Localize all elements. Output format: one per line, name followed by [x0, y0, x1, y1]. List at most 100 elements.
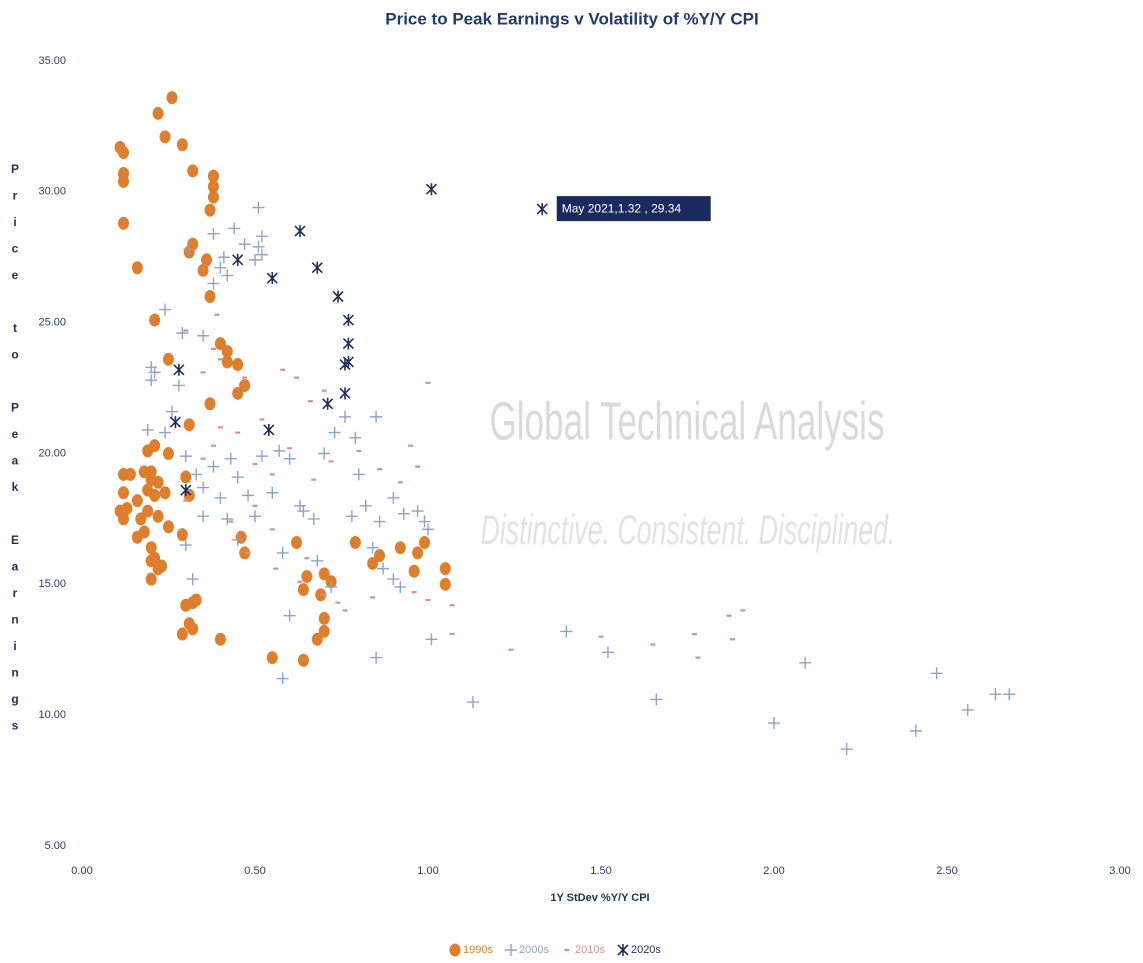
data-point [349, 535, 361, 549]
data-point [425, 633, 438, 646]
data-point [252, 201, 265, 214]
data-point [276, 672, 289, 685]
legend-marker [617, 944, 629, 956]
data-point [118, 146, 130, 160]
data-point [377, 562, 390, 575]
data-point [301, 569, 313, 583]
data-point [197, 510, 210, 523]
data-point [149, 313, 161, 327]
data-point [560, 625, 573, 638]
data-point [214, 337, 226, 351]
x-tick-label: 0.00 [71, 865, 92, 877]
y-axis-label: Price to Peak Earnings [8, 162, 22, 745]
data-point [207, 277, 220, 290]
data-point [328, 426, 341, 439]
data-point [266, 486, 279, 499]
data-point [224, 452, 237, 465]
data-point [650, 693, 663, 706]
data-point [373, 515, 386, 528]
data-point [118, 216, 130, 230]
data-point [214, 632, 226, 646]
data-point [419, 535, 431, 549]
data-point [394, 580, 407, 593]
data-point [148, 366, 161, 379]
data-point [204, 203, 216, 217]
data-point [345, 510, 358, 523]
y-tick-label: 30.00 [38, 186, 66, 198]
data-point [291, 535, 303, 549]
data-point [989, 688, 1002, 701]
data-point [118, 174, 130, 188]
data-point [255, 450, 268, 463]
data-point [159, 426, 172, 439]
data-point [197, 329, 210, 342]
data-point [179, 539, 192, 552]
data-point [352, 468, 365, 481]
data-point [118, 512, 130, 526]
data-point [466, 696, 479, 709]
data-point [156, 559, 168, 573]
data-point [1003, 688, 1016, 701]
data-point [207, 180, 219, 194]
data-point [163, 520, 174, 534]
data-point [149, 488, 161, 502]
x-tick-label: 0.50 [244, 865, 265, 877]
watermark: Global Technical Analysis [490, 391, 885, 451]
data-point [768, 717, 780, 730]
data-point [145, 374, 158, 387]
data-point [266, 272, 278, 285]
data-point [176, 327, 189, 340]
data-point [124, 467, 136, 481]
data-point [176, 528, 188, 542]
legend-marker [449, 943, 461, 957]
data-point [207, 460, 220, 473]
data-point [276, 546, 289, 559]
y-tick-label: 15.00 [38, 578, 66, 590]
data-point [255, 248, 268, 261]
data-point [387, 573, 400, 586]
annotation-text: May 2021,1.32 , 29.34 [562, 201, 682, 215]
data-point [232, 253, 244, 266]
data-point [232, 386, 244, 400]
data-point [318, 567, 330, 581]
data-point [425, 183, 438, 196]
data-point [322, 397, 334, 410]
data-point [961, 703, 974, 716]
data-point [408, 564, 420, 578]
data-point [159, 130, 171, 144]
data-point [397, 507, 410, 520]
data-point [318, 611, 330, 625]
data-point [131, 261, 143, 275]
data-point [221, 355, 233, 369]
data-point [159, 486, 171, 500]
data-point [799, 656, 812, 669]
y-tick-label: 20.00 [38, 447, 66, 459]
data-point [131, 494, 143, 508]
data-point [339, 358, 351, 371]
data-point [138, 525, 150, 539]
data-point [163, 352, 174, 366]
data-point [183, 243, 196, 256]
data-point [342, 314, 354, 327]
data-point [418, 515, 431, 528]
data-point [293, 499, 306, 512]
data-point [239, 546, 251, 560]
data-point [232, 358, 244, 372]
data-point [201, 253, 213, 267]
data-point [159, 303, 172, 316]
data-point [187, 164, 199, 178]
data-point [165, 405, 178, 418]
legend-label: 2020s [631, 944, 661, 956]
data-point [238, 238, 251, 251]
data-point [163, 447, 174, 460]
data-point [367, 556, 379, 570]
x-tick-label: 3.00 [1109, 865, 1130, 877]
data-point [145, 465, 157, 479]
data-point [204, 397, 216, 411]
data-point [840, 743, 853, 756]
data-point [374, 549, 386, 563]
data-point [135, 512, 147, 526]
data-point [207, 227, 220, 240]
data-point [242, 489, 255, 502]
